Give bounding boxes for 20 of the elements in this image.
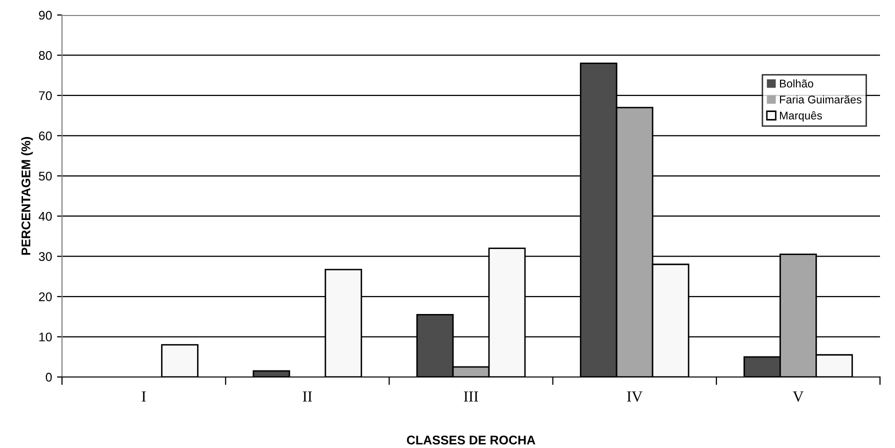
- y-tick-label: 10: [39, 332, 52, 342]
- y-tick-label: 50: [38, 172, 52, 181]
- x-tick-label: IV: [627, 391, 642, 402]
- y-tick-label: 30: [38, 252, 52, 261]
- x-tick-label: II: [302, 391, 312, 402]
- y-tick-label: 60: [39, 131, 52, 140]
- y-tick-label: 0: [46, 372, 52, 382]
- legend-label: Marquês: [780, 111, 822, 122]
- y-tick-label: 20: [39, 292, 52, 302]
- legend-label: Faria Guimarães: [780, 95, 862, 104]
- x-tick-label: III: [464, 391, 478, 402]
- y-tick-label: 40: [38, 212, 52, 221]
- x-tick-label: I: [142, 391, 146, 402]
- y-tick-label: 80: [38, 51, 52, 60]
- y-axis-title: PERCENTAGEM (%): [21, 137, 33, 255]
- y-tick-label: 70: [39, 91, 52, 100]
- legend-label: Bolhão: [780, 79, 814, 88]
- y-tick-label: 90: [38, 10, 52, 20]
- x-axis-title: CLASSES DE ROCHA: [406, 436, 536, 444]
- x-tick-label: V: [792, 391, 804, 402]
